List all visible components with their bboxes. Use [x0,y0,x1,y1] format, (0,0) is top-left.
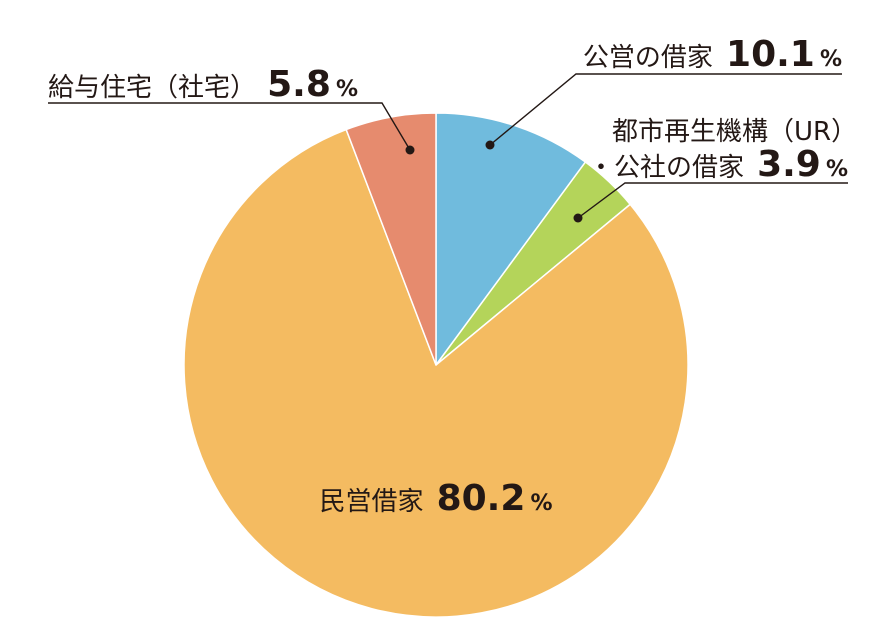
label-company-housing-name: 給与住宅（社宅） [48,73,256,103]
leader-dot-public-housing [485,140,495,150]
slice-labels: 公営の借家 10.1 % 都市再生機構（UR） ・公社の借家 3.9 % 給与住… [48,34,857,519]
pie-slices [183,112,689,618]
pie-slice-public-housing [435,112,587,366]
label-ur-housing-name: 都市再生機構（UR） [612,117,857,147]
label-ur-housing-name-2: ・公社の借家 [588,153,744,183]
pie-slice-private-rental [183,128,689,618]
label-private-rental-name: 民営借家 [319,487,423,517]
leader-line-company-housing [48,102,411,151]
label-private-rental-unit: % [530,491,552,516]
leader-dot-ur-housing [573,213,583,223]
leader-lines [48,73,848,223]
label-ur-housing-value: 3.9 [757,144,821,185]
label-public-housing: 公営の借家 10.1 % [583,34,842,75]
label-company-housing-unit: % [336,77,358,102]
label-company-housing-value: 5.8 [267,64,331,105]
label-ur-housing-unit: % [826,157,848,182]
label-public-housing-unit: % [820,47,842,72]
leader-line-ur-housing [577,182,848,219]
leader-line-public-housing [489,73,842,146]
leader-dot-company-housing [405,145,415,155]
label-ur-housing-line1: 都市再生機構（UR） [612,117,857,147]
label-private-rental: 民営借家 80.2 % [319,478,552,519]
label-company-housing: 給与住宅（社宅） 5.8 % [48,64,358,105]
label-public-housing-name: 公営の借家 [583,43,713,73]
label-public-housing-value: 10.1 [726,34,815,75]
label-private-rental-value: 80.2 [437,478,526,519]
label-ur-housing-line2: ・公社の借家 3.9 % [588,144,848,185]
